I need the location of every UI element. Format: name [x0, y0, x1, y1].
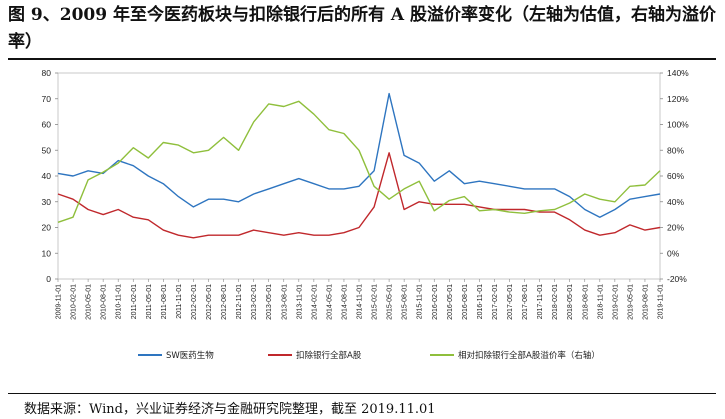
x-tick-label: 2018-05-01 — [567, 284, 574, 320]
x-tick-label: 2014-08-01 — [341, 284, 348, 320]
y-right-tick-label: 120% — [667, 94, 689, 104]
series-line-2 — [57, 152, 661, 239]
x-tick-label: 2019-08-01 — [642, 284, 649, 320]
chart-legend: SW医药生物 扣除银行全部A股 相对扣除银行全部A股溢价率（右轴） — [138, 350, 600, 361]
x-tick-label: 2019-11-01 — [658, 284, 665, 319]
x-tick-label: 2012-02-01 — [191, 284, 198, 320]
legend-label-2: 扣除银行全部A股 — [296, 350, 362, 361]
x-tick-label: 2012-05-01 — [206, 284, 213, 320]
x-tick-label: 2014-02-01 — [311, 284, 318, 320]
y-right-tick-label: 0% — [667, 248, 680, 258]
x-tick-label: 2017-08-01 — [522, 284, 529, 320]
y-left-tick-label: 40 — [42, 171, 52, 181]
y-left-tick-label: 50 — [42, 145, 52, 155]
legend-label-3: 相对扣除银行全部A股溢价率（右轴） — [458, 350, 600, 361]
source-rule — [8, 393, 716, 394]
x-tick-label: 2017-11-01 — [537, 284, 544, 319]
chart-axes: 0 10 20 30 40 50 60 70 80 -20% 0% 20% 40% 60% 80% 100% 1… — [42, 68, 690, 320]
x-tick-label: 2016-08-01 — [462, 284, 469, 320]
y-right-tick-label: 80% — [667, 145, 684, 155]
x-tick-label: 2015-08-01 — [402, 284, 409, 320]
x-tick-label: 2013-08-01 — [281, 284, 288, 320]
x-tick-label: 2016-05-01 — [447, 284, 454, 320]
x-tick-label: 2015-11-01 — [417, 284, 424, 319]
x-tick-label: 2011-08-01 — [161, 284, 168, 319]
y-left-tick-label: 0 — [46, 274, 51, 284]
y-right-tick-label: 40% — [667, 197, 684, 207]
y-right-tick-label: 100% — [667, 120, 689, 130]
y-right-tick-label: 60% — [667, 171, 684, 181]
y-left-tick-label: 10 — [42, 248, 52, 258]
x-tick-label: 2011-05-01 — [146, 284, 153, 319]
y-left-tick-label: 60 — [42, 120, 52, 130]
x-tick-label: 2010-08-01 — [101, 284, 108, 320]
figure-source: 数据来源：Wind，兴业证券经济与金融研究院整理，截至 2019.11.01 — [24, 402, 436, 417]
x-tick-label: 2019-05-01 — [627, 284, 634, 320]
x-tick-label: 2012-11-01 — [236, 284, 243, 319]
y-left-tick-label: 70 — [42, 94, 52, 104]
chart-series — [57, 92, 661, 239]
x-tick-label: 2010-11-01 — [116, 284, 123, 319]
x-tick-label: 2010-02-01 — [71, 284, 78, 320]
figure-title: 图 9、2009 年至今医药板块与扣除银行后的所有 A 股溢价率变化（左轴为估值… — [8, 5, 717, 52]
x-tick-label: 2011-11-01 — [176, 284, 183, 319]
title-rule — [8, 58, 716, 60]
x-tick-label: 2015-05-01 — [387, 284, 394, 320]
x-tick-label: 2009-11-01 — [56, 284, 63, 319]
x-tick-label: 2019-02-01 — [612, 284, 619, 320]
x-tick-label: 2010-05-01 — [86, 284, 93, 320]
x-tick-label: 2012-08-01 — [221, 284, 228, 320]
x-tick-label: 2017-02-01 — [492, 284, 499, 320]
series-line-3 — [57, 100, 661, 223]
x-tick-label: 2016-11-01 — [477, 284, 484, 319]
x-tick-label: 2018-02-01 — [552, 284, 559, 320]
x-tick-label: 2013-05-01 — [266, 284, 273, 320]
x-tick-label: 2014-11-01 — [357, 284, 364, 319]
x-tick-label: 2013-11-01 — [296, 284, 303, 319]
y-left-tick-label: 30 — [42, 197, 52, 207]
y-left-tick-label: 20 — [42, 223, 52, 233]
x-tick-label: 2016-02-01 — [432, 284, 439, 320]
x-tick-label: 2018-08-01 — [582, 284, 589, 320]
y-right-tick-label: 20% — [667, 223, 684, 233]
x-tick-label: 2017-05-01 — [507, 284, 514, 320]
legend-label-1: SW医药生物 — [166, 350, 214, 361]
x-tick-label: 2015-02-01 — [372, 284, 379, 320]
y-left-tick-label: 80 — [42, 68, 52, 78]
y-right-tick-label: 140% — [667, 68, 689, 78]
x-tick-label: 2011-02-01 — [131, 284, 138, 319]
series-line-1 — [57, 92, 661, 218]
x-tick-label: 2013-02-01 — [251, 284, 258, 320]
x-tick-label: 2014-05-01 — [326, 284, 333, 320]
y-right-tick-label: -20% — [667, 274, 687, 284]
x-tick-label: 2018-11-01 — [597, 284, 604, 319]
